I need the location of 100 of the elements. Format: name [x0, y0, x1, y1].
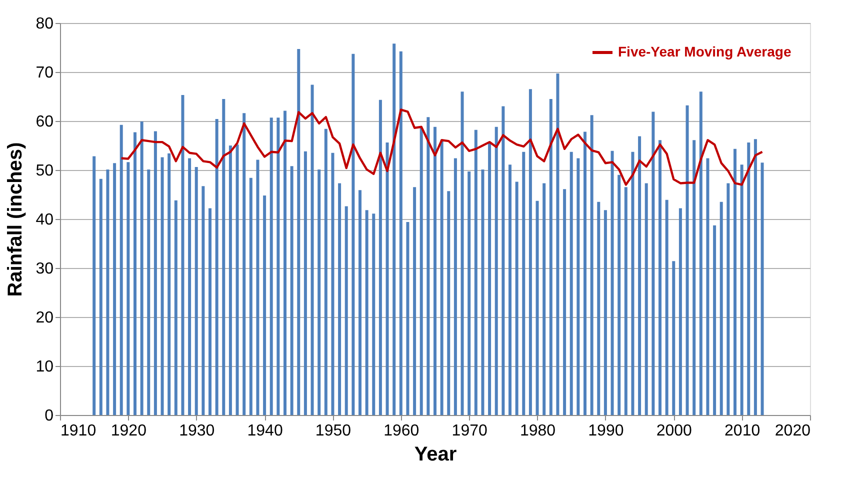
x-axis-title: Year: [414, 444, 457, 466]
bar: [215, 119, 218, 415]
bar: [597, 202, 600, 415]
bar: [208, 208, 212, 415]
line-series: [120, 108, 764, 186]
bar: [618, 174, 621, 415]
bar: [624, 187, 628, 415]
bar: [99, 178, 102, 415]
bar: [434, 126, 436, 415]
x-tick-label: 1980: [520, 422, 556, 440]
bar: [604, 210, 607, 415]
bar: [304, 151, 307, 415]
x-tick-label: 1930: [179, 422, 215, 440]
x-tick-label: 1990: [588, 422, 624, 440]
bar: [188, 158, 192, 415]
bar: [590, 115, 594, 415]
bar: [440, 140, 444, 415]
bar: [228, 146, 232, 415]
bar: [154, 131, 157, 415]
bar: [706, 158, 710, 415]
x-tick-label: 2010: [724, 422, 760, 440]
bar: [610, 150, 614, 415]
bar: [160, 157, 164, 415]
bar: [406, 222, 410, 415]
bar: [740, 164, 744, 415]
bar: [324, 128, 328, 415]
bar: [386, 142, 389, 415]
bar: [542, 183, 546, 415]
bar: [113, 163, 116, 415]
bar: [426, 117, 430, 415]
x-tick-label: 1910: [60, 422, 96, 440]
bar: [372, 214, 376, 415]
bar: [365, 210, 368, 415]
bar: [181, 95, 184, 415]
bar: [665, 200, 668, 415]
bar: [331, 152, 334, 415]
bar: [576, 158, 580, 415]
bar: [726, 183, 730, 415]
bar: [420, 128, 423, 415]
x-tick-label: 1950: [315, 422, 352, 440]
y-tick-label: 30: [36, 260, 54, 278]
bar: [563, 189, 566, 415]
bar: [678, 208, 682, 415]
y-tick-label: 40: [36, 212, 54, 228]
x-tick-label: 1940: [247, 422, 283, 440]
y-tick-label: 20: [36, 310, 54, 326]
bar: [644, 183, 648, 415]
bar: [290, 166, 294, 415]
bar: [570, 152, 573, 415]
bar: [502, 106, 505, 415]
bar: [481, 170, 484, 415]
y-tick-label: 70: [36, 64, 54, 82]
bar: [699, 92, 702, 415]
bar: [297, 48, 300, 415]
bar: [358, 190, 362, 415]
x-tick-label: 1970: [452, 422, 488, 440]
bar: [754, 139, 757, 415]
bar: [720, 202, 723, 415]
bar: [147, 170, 150, 415]
bar: [460, 92, 464, 415]
x-tick-label: 1920: [110, 422, 147, 440]
x-tick-label: 2000: [656, 422, 692, 440]
bar: [284, 110, 286, 415]
bar: [686, 105, 689, 415]
bar: [256, 160, 260, 415]
bar: [174, 200, 178, 415]
x-tick-label: 1960: [384, 422, 420, 440]
bar: [672, 261, 676, 415]
y-axis-title: Rainfall (inches): [4, 142, 27, 297]
y-tick-label: 60: [36, 114, 54, 130]
bar: [713, 225, 716, 415]
bar: [352, 54, 355, 415]
y-tick-label: 10: [36, 358, 54, 376]
bar: [508, 164, 512, 415]
bar: [140, 121, 144, 415]
bar: [194, 167, 198, 415]
legend-label: Five-Year Moving Average: [618, 44, 792, 60]
bar: [120, 124, 123, 415]
bar: [549, 98, 552, 415]
bar: [242, 113, 246, 415]
bar: [584, 132, 586, 415]
y-tick-label: 0: [44, 408, 54, 424]
bar: [522, 152, 526, 415]
bar: [344, 206, 348, 415]
bar: [392, 44, 396, 415]
bar: [447, 191, 450, 415]
bar: [658, 140, 662, 415]
bar: [134, 132, 136, 415]
bar: [168, 153, 171, 415]
bar: [263, 195, 266, 415]
bar: [515, 182, 518, 415]
bar: [126, 162, 130, 415]
bar: [399, 51, 402, 415]
bar: [747, 142, 750, 415]
bar: [652, 112, 655, 415]
bar: [488, 143, 492, 415]
bar: [454, 158, 457, 415]
bar: [276, 118, 280, 415]
bar: [474, 130, 478, 415]
bar: [494, 126, 498, 415]
